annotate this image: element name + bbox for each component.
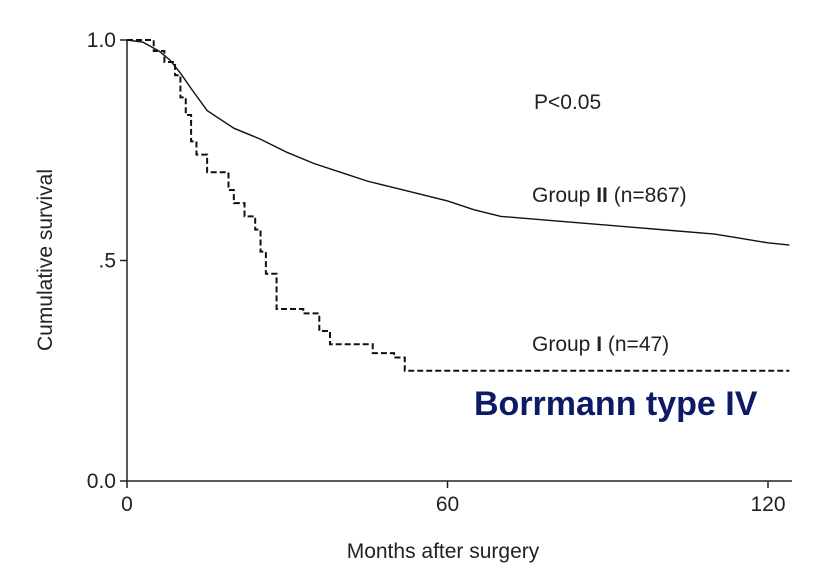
y-tick-label: .5 (98, 250, 116, 273)
series-group2-line (126, 39, 790, 246)
y-tick-label: 0.0 (87, 470, 116, 493)
tick-group: 0 60 120 0.0 .5 1.0 (87, 29, 786, 516)
y-axis-title: Cumulative survival (34, 169, 57, 351)
headline-label: Borrmann type IV (474, 385, 758, 423)
group2-prefix: Group (532, 184, 596, 207)
group2-roman: II (596, 184, 608, 207)
x-axis-title: Months after surgery (347, 540, 540, 563)
x-tick-label: 60 (436, 493, 459, 516)
group2-label: Group II (n=867) (532, 184, 687, 207)
p-value-label: P<0.05 (534, 91, 601, 114)
series-group1-line (127, 39, 790, 372)
group1-roman: I (596, 333, 602, 356)
x-tick-label: 0 (121, 493, 133, 516)
series-group (126, 39, 790, 372)
y-tick-label: 1.0 (87, 29, 116, 52)
group2-suffix: (n=867) (608, 184, 687, 207)
group1-suffix: (n=47) (602, 333, 669, 356)
group1-label: Group I (n=47) (532, 333, 669, 356)
group1-prefix: Group (532, 333, 596, 356)
x-tick-label: 120 (750, 493, 785, 516)
